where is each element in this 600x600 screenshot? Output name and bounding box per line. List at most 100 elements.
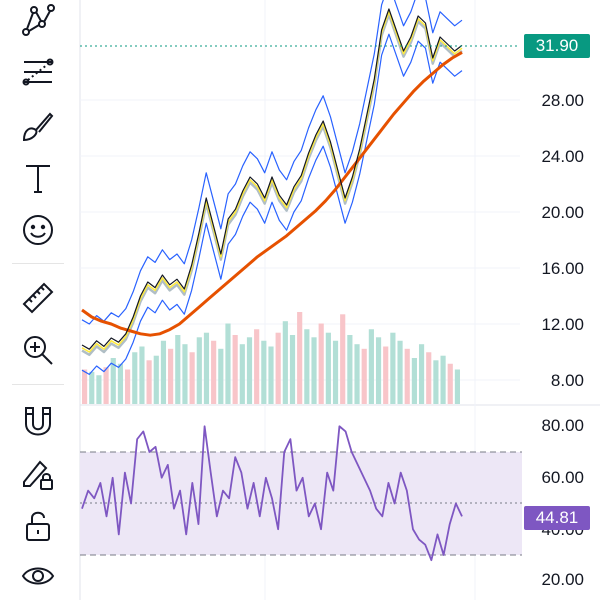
magnet-tool-button[interactable] xyxy=(14,402,62,442)
volume-bar xyxy=(132,352,138,404)
bollinger-bands xyxy=(81,0,463,375)
volume-bar xyxy=(325,332,331,404)
price-tick: 12.00 xyxy=(541,315,584,334)
volume-bar xyxy=(454,369,460,404)
volume-bar xyxy=(318,323,324,404)
bollinger-lower xyxy=(81,33,463,375)
rsi-series-line xyxy=(81,425,463,562)
volume-bar xyxy=(103,367,109,404)
volume-bar xyxy=(125,369,131,404)
volume-bar xyxy=(117,363,124,404)
volume-bar xyxy=(275,332,281,404)
price-tick: 24.00 xyxy=(541,147,584,166)
fib-tool-button[interactable] xyxy=(14,52,62,92)
volume-bar xyxy=(153,355,159,404)
volume-bar xyxy=(110,358,116,404)
volume-bar xyxy=(411,358,417,404)
bollinger-upper xyxy=(81,0,463,325)
volume-bar xyxy=(361,348,367,404)
volume-bar xyxy=(397,340,403,404)
emoji-tool-button[interactable] xyxy=(14,210,62,250)
long-moving-average xyxy=(81,51,463,337)
ruler-tool-button[interactable] xyxy=(14,278,62,318)
zoom-in-tool-button[interactable] xyxy=(14,330,62,370)
lock-drawing-tool-button[interactable] xyxy=(14,454,62,494)
volume-bar xyxy=(254,329,260,404)
volume-bar xyxy=(189,352,195,404)
volume-bar xyxy=(246,337,253,404)
volume-bar xyxy=(418,344,425,404)
current-rsi-label: 44.81 xyxy=(524,506,590,530)
volume-bar xyxy=(311,337,317,404)
eye-tool-icon xyxy=(21,567,55,585)
unlock-tool-icon xyxy=(26,511,50,541)
text-tool-button[interactable] xyxy=(14,158,62,198)
pattern-tool-icon xyxy=(22,4,55,36)
rsi-tick: 60.00 xyxy=(541,468,584,487)
price-tick: 16.00 xyxy=(541,259,584,278)
drawing-toolbar xyxy=(0,0,78,600)
volume-bar xyxy=(375,337,382,404)
volume-bar xyxy=(89,371,95,404)
emoji-tool-icon xyxy=(23,215,53,245)
brush-tool-icon xyxy=(22,112,54,142)
volume-bar xyxy=(160,340,167,404)
zoom-in-tool-icon xyxy=(24,336,53,365)
lock-drawing-tool-icon xyxy=(23,460,53,490)
volume-bar xyxy=(426,352,432,404)
brush-tool-button[interactable] xyxy=(14,106,62,146)
text-tool-icon xyxy=(26,165,50,193)
volume-bar xyxy=(196,337,202,404)
volume-bar xyxy=(332,340,339,404)
volume-bar xyxy=(218,348,224,404)
volume-bar xyxy=(175,335,181,404)
volume-bar xyxy=(232,335,238,404)
long-ma-line xyxy=(81,51,463,337)
fast-ma xyxy=(81,11,463,353)
volume-bar xyxy=(297,312,303,404)
magnet-tool-icon xyxy=(25,407,51,436)
volume-bar xyxy=(289,335,296,404)
volume-bars xyxy=(82,312,460,404)
volume-bar xyxy=(304,329,310,404)
volume-bar xyxy=(354,344,360,404)
price-tick: 8.00 xyxy=(550,371,584,390)
volume-bar xyxy=(368,329,374,404)
eye-tool-button[interactable] xyxy=(14,556,62,596)
volume-bar xyxy=(340,314,346,404)
price-line xyxy=(81,8,463,350)
current-price-label: 31.90 xyxy=(524,34,590,58)
fib-tool-icon xyxy=(22,58,54,86)
price-tick: 20.00 xyxy=(541,203,584,222)
pattern-tool-button[interactable] xyxy=(14,0,62,40)
volume-bar xyxy=(139,346,145,404)
volume-bar xyxy=(96,375,102,404)
volume-bar xyxy=(261,340,267,404)
toolbar-separator xyxy=(12,263,64,264)
price-tick: 28.00 xyxy=(541,91,584,110)
volume-bar xyxy=(447,363,453,404)
volume-bar xyxy=(440,355,446,404)
volume-bar xyxy=(268,346,274,404)
volume-bar xyxy=(225,323,231,404)
volume-bar xyxy=(390,332,396,404)
volume-bar xyxy=(82,369,88,404)
volume-bar xyxy=(239,344,245,404)
volume-bar xyxy=(404,348,410,404)
volume-bar xyxy=(182,344,188,404)
ruler-tool-icon xyxy=(22,282,54,314)
unlock-tool-button[interactable] xyxy=(14,506,62,546)
toolbar-separator xyxy=(12,384,64,385)
volume-bar xyxy=(146,360,152,404)
rsi-tick: 80.00 xyxy=(541,416,584,435)
volume-bar xyxy=(168,348,174,404)
volume-bar xyxy=(433,360,439,404)
slow-ma xyxy=(81,13,463,357)
rsi-line xyxy=(81,425,463,562)
rsi-tick: 20.00 xyxy=(541,570,584,589)
volume-bar xyxy=(211,340,217,404)
volume-bar xyxy=(203,332,210,404)
volume-bar xyxy=(347,335,353,404)
volume-bar xyxy=(282,321,288,404)
